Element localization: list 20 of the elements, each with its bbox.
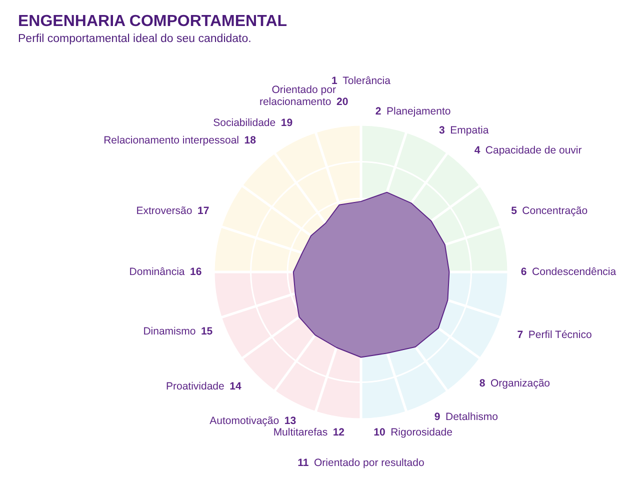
spoke-label: 3 Empatia xyxy=(439,124,489,136)
spoke-label: Automotivação 13 xyxy=(210,414,296,427)
spoke-label: Multitarefas 12 xyxy=(273,426,345,438)
spoke-label: 4 Capacidade de ouvir xyxy=(474,144,582,156)
spoke-label: Proatividade 14 xyxy=(166,380,242,392)
spoke-label: 7 Perfil Técnico xyxy=(517,328,592,341)
spoke-label: 10 Rigorosidade xyxy=(374,426,453,438)
chart-title: ENGENHARIA COMPORTAMENTAL xyxy=(18,13,288,30)
chart-subtitle: Perfil comportamental ideal do seu candidato. xyxy=(18,33,252,45)
spoke-label: Sociabilidade 19 xyxy=(213,116,293,129)
spoke-label: Dominância 16 xyxy=(129,266,202,278)
spoke-label: 2 Planejamento xyxy=(375,106,451,118)
spoke-label: Dinamismo 15 xyxy=(143,325,213,338)
spoke-label: 11 Orientado por resultado xyxy=(298,456,424,469)
spoke-label: 8 Organização xyxy=(479,377,550,390)
spoke-label: 9 Detalhismo xyxy=(434,410,498,423)
spoke-label: Extroversão 17 xyxy=(136,204,210,217)
spoke-label: 6 Condescendência xyxy=(520,266,616,278)
spoke-label: Relacionamento interpessoal 18 xyxy=(104,134,256,146)
spoke-label: 5 Concentração xyxy=(511,204,588,217)
